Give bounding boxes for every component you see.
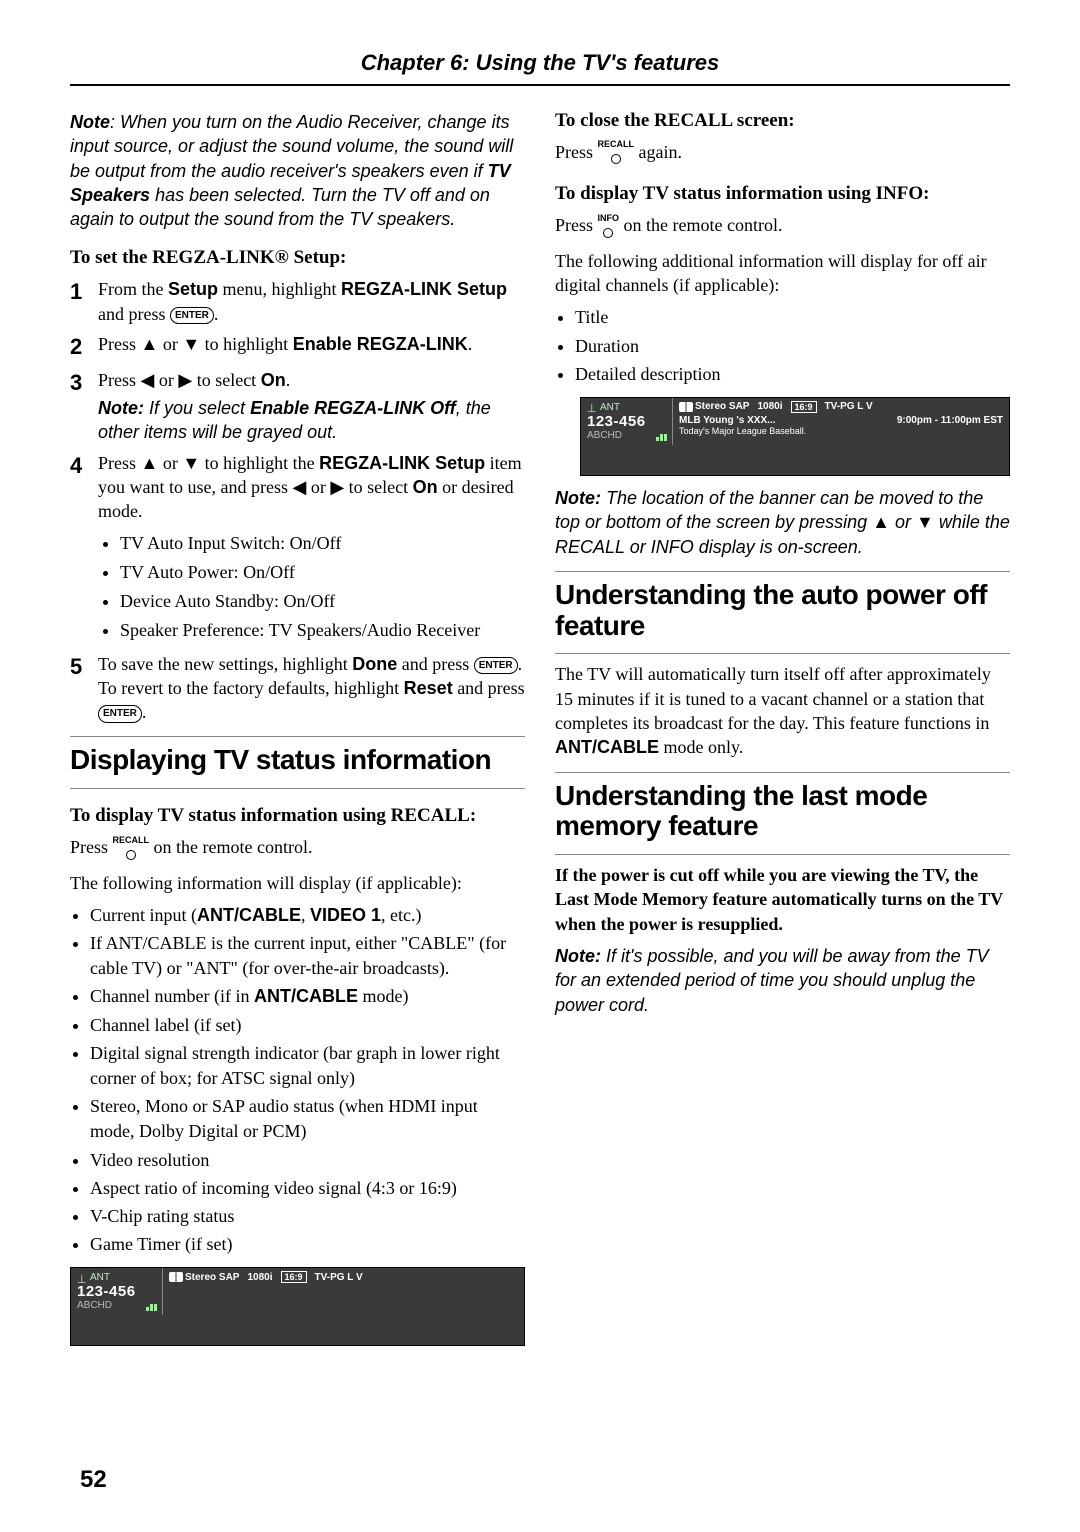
chapter-header: Chapter 6: Using the TV's features [70, 50, 1010, 86]
step3-note: Note: If you select Enable REGZA-LINK Of… [98, 396, 525, 445]
divider [555, 772, 1010, 773]
status-banner-detailed: ANT 123-456 ABCHD Stereo SAP 1080i 16:9 … [580, 397, 1010, 476]
note-banner-location: Note: The location of the banner can be … [555, 486, 1010, 559]
signal-icon [146, 1301, 156, 1311]
enter-icon: ENTER [170, 307, 214, 325]
recall-key-icon: RECALL [598, 140, 635, 167]
up-arrow-icon: ▲ [141, 334, 159, 354]
step-4: 4 Press ▲ or ▼ to highlight the REGZA-LI… [70, 451, 525, 646]
subhead-close-recall: To close the RECALL screen: [555, 110, 1010, 132]
subhead-recall: To display TV status information using R… [70, 805, 525, 827]
recall-info-text: The following information will display (… [70, 871, 525, 895]
chapter-title: Chapter 6: Using the TV's features [361, 50, 720, 75]
right-arrow-icon: ▶ [178, 370, 192, 390]
section-displaying-status: Displaying TV status information [70, 745, 525, 776]
note-unplug: Note: If it's possible, and you will be … [555, 944, 1010, 1017]
recall-key-icon: RECALL [113, 836, 150, 863]
divider [70, 736, 525, 737]
signal-icon [656, 431, 666, 441]
step-1: 1 From the Setup menu, highlight REGZA-L… [70, 277, 525, 326]
section-auto-power-off: Understanding the auto power off feature [555, 580, 1010, 642]
enter-icon: ENTER [98, 705, 142, 723]
step-3: 3 Press ◀ or ▶ to select On. Note: If yo… [70, 368, 525, 445]
recall-press: Press RECALL on the remote control. [70, 835, 525, 862]
info-additional-text: The following additional information wil… [555, 249, 1010, 298]
page-number: 52 [80, 1466, 107, 1494]
auto-power-body: The TV will automatically turn itself of… [555, 662, 1010, 759]
info-key-icon: INFO [598, 214, 620, 241]
subhead-info: To display TV status information using I… [555, 183, 1010, 205]
subhead-regza-setup: To set the REGZA-LINK® Setup: [70, 247, 525, 269]
last-mode-bold: If the power is cut off while you are vi… [555, 863, 1010, 936]
antenna-icon [587, 402, 597, 412]
step-2: 2 Press ▲ or ▼ to highlight Enable REGZA… [70, 332, 525, 362]
banner-channel: 123-456 [77, 1283, 156, 1300]
info-press: Press INFO on the remote control. [555, 213, 1010, 240]
close-recall-text: Press RECALL again. [555, 140, 1010, 167]
section-last-mode: Understanding the last mode memory featu… [555, 781, 1010, 843]
down-arrow-icon: ▼ [182, 334, 200, 354]
right-column: To close the RECALL screen: Press RECALL… [555, 110, 1010, 1356]
note-audio-receiver: Note: When you turn on the Audio Receive… [70, 110, 525, 231]
recall-bullet-list: Current input (ANT/CABLE, VIDEO 1, etc.)… [70, 903, 525, 1257]
info-bullet-list: Title Duration Detailed description [555, 305, 1010, 387]
antenna-icon [77, 1273, 87, 1283]
dolby-icon [679, 402, 693, 412]
dolby-icon [169, 1272, 183, 1282]
left-arrow-icon: ◀ [141, 370, 155, 390]
status-banner-simple: ANT 123-456 ABCHD Stereo SAP 1080i 16:9 … [70, 1267, 525, 1346]
left-column: Note: When you turn on the Audio Receive… [70, 110, 525, 1356]
divider [70, 788, 525, 789]
divider [555, 854, 1010, 855]
divider [555, 571, 1010, 572]
divider [555, 653, 1010, 654]
step4-options: TV Auto Input Switch: On/Off TV Auto Pow… [98, 530, 525, 644]
enter-icon: ENTER [474, 657, 518, 675]
step-5: 5 To save the new settings, highlight Do… [70, 652, 525, 725]
